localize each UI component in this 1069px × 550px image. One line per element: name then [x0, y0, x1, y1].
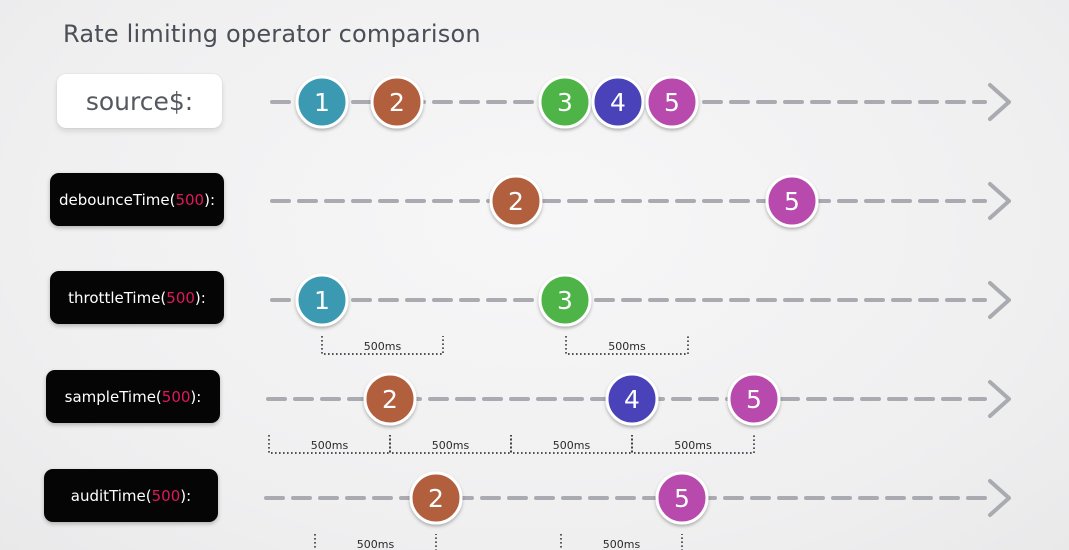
- marble-circle: [727, 372, 781, 426]
- source-label: source$:: [57, 74, 222, 128]
- marble-3: 3: [538, 75, 592, 129]
- marble-2: 2: [363, 372, 417, 426]
- operator-arg: 500: [175, 190, 205, 209]
- time-window-label: 500ms: [603, 538, 641, 550]
- operator-close: ):: [190, 387, 202, 406]
- timeline-arrow-icon: [988, 479, 1011, 517]
- time-window-label: 500ms: [674, 439, 712, 452]
- time-window-bracket: [565, 336, 689, 355]
- marble-circle: [538, 75, 592, 129]
- time-window-label: 500ms: [553, 439, 591, 452]
- time-window-label: 500ms: [608, 340, 646, 353]
- operator-arg: 500: [166, 288, 195, 307]
- marble-circle: [591, 75, 645, 129]
- time-window-label: 500ms: [357, 538, 395, 550]
- time-window-bracket: [321, 336, 444, 355]
- marble-value: 2: [508, 187, 524, 216]
- marble-value: 4: [624, 385, 640, 414]
- operator-name: sampleTime(: [64, 387, 162, 406]
- marble-2: 2: [370, 75, 424, 129]
- marble-value: 3: [557, 286, 573, 315]
- marble-value: 2: [382, 385, 398, 414]
- marble-value: 4: [610, 88, 626, 117]
- marble-value: 5: [664, 88, 680, 117]
- marble-1: 1: [295, 273, 349, 327]
- audit-time-label: auditTime(500):: [44, 469, 218, 522]
- timeline-arrow-icon: [988, 281, 1011, 319]
- marble-value: 5: [784, 187, 800, 216]
- page-title: Rate limiting operator comparison: [63, 20, 481, 48]
- marble-3: 3: [538, 273, 592, 327]
- marble-value: 1: [314, 88, 330, 117]
- operator-name: auditTime(: [70, 486, 152, 505]
- marble-circle: [605, 372, 659, 426]
- timeline-arrow-icon: [988, 182, 1011, 220]
- time-window-label: 500ms: [311, 439, 349, 452]
- marble-2: 2: [409, 471, 463, 525]
- operator-close: ):: [204, 190, 216, 209]
- marble-circle: [363, 372, 417, 426]
- marble-value: 2: [389, 88, 405, 117]
- marble-circle: [645, 75, 699, 129]
- source-label-text: source$:: [85, 86, 194, 116]
- marble-circle: [489, 174, 543, 228]
- marble-5: 5: [645, 75, 699, 129]
- marble-4: 4: [591, 75, 645, 129]
- throttle-time-label: throttleTime(500):: [50, 271, 224, 324]
- timeline-arrow-icon: [988, 380, 1011, 418]
- marble-circle: [295, 75, 349, 129]
- operator-name: debounceTime(: [58, 190, 176, 209]
- operator-close: ):: [180, 486, 192, 505]
- marble-value: 2: [428, 484, 444, 513]
- timeline-arrow-icon: [988, 83, 1011, 121]
- marble-2: 2: [489, 174, 543, 228]
- marble-value: 5: [746, 385, 762, 414]
- operator-arg: 500: [151, 486, 181, 505]
- marble-circle: [295, 273, 349, 327]
- time-window-bracket: [560, 534, 683, 550]
- time-window-bracket: [314, 534, 437, 550]
- marble-5: 5: [655, 471, 709, 525]
- marble-circle: [655, 471, 709, 525]
- time-window-label: 500ms: [432, 439, 470, 452]
- marble-value: 1: [314, 286, 330, 315]
- marble-circle: [409, 471, 463, 525]
- time-window-label: 500ms: [364, 340, 402, 353]
- debounce-time-label: debounceTime(500):: [50, 173, 224, 226]
- sample-time-label: sampleTime(500):: [46, 370, 220, 423]
- marble-4: 4: [605, 372, 659, 426]
- marble-5: 5: [765, 174, 819, 228]
- marble-circle: [765, 174, 819, 228]
- marble-value: 3: [557, 88, 573, 117]
- operator-close: ):: [194, 288, 206, 307]
- operator-arg: 500: [161, 387, 191, 406]
- marble-circle: [538, 273, 592, 327]
- marble-value: 5: [674, 484, 690, 513]
- marble-5: 5: [727, 372, 781, 426]
- time-window-bracket: [631, 435, 755, 454]
- marble-1: 1: [295, 75, 349, 129]
- marble-circle: [370, 75, 424, 129]
- operator-name: throttleTime(: [68, 288, 167, 307]
